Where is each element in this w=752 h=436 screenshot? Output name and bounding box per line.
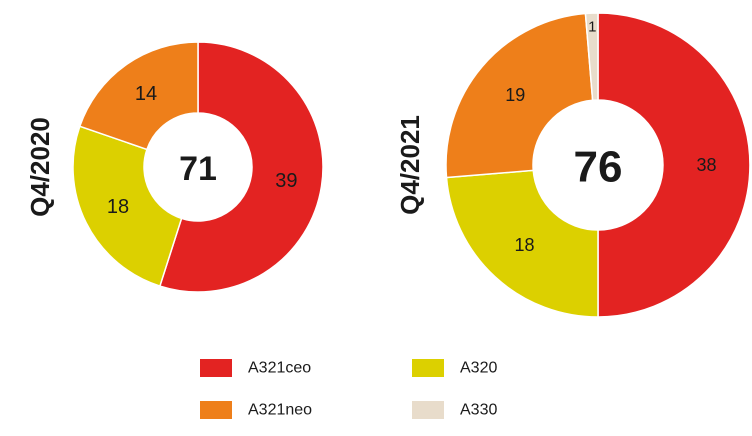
legend-swatch — [200, 401, 232, 419]
chart-title: Q4/2021 — [395, 115, 425, 215]
legend-label: A321neo — [248, 402, 312, 419]
legend-label: A321ceo — [248, 360, 311, 377]
center-total: 71 — [179, 150, 217, 188]
legend-swatch — [412, 359, 444, 377]
value-label: 19 — [505, 85, 525, 105]
legend-swatch — [412, 401, 444, 419]
value-label: 18 — [514, 235, 534, 255]
value-label: 39 — [275, 170, 297, 192]
value-label: 38 — [696, 155, 716, 175]
donut-segment — [445, 169, 599, 318]
center-total: 76 — [574, 143, 623, 192]
donut-segment — [158, 41, 324, 293]
donut-segment — [72, 125, 183, 287]
legend-label: A320 — [460, 360, 497, 377]
value-label: 1 — [588, 19, 596, 36]
value-label: 18 — [107, 196, 129, 218]
legend-label: A330 — [460, 402, 497, 419]
chart-title: Q4/2020 — [25, 117, 55, 217]
donut-segment — [597, 12, 751, 318]
donut-segment — [445, 12, 594, 179]
donut-segment — [78, 41, 199, 151]
value-label: 14 — [135, 83, 157, 105]
donut-segment — [584, 12, 599, 102]
legend-swatch — [200, 359, 232, 377]
